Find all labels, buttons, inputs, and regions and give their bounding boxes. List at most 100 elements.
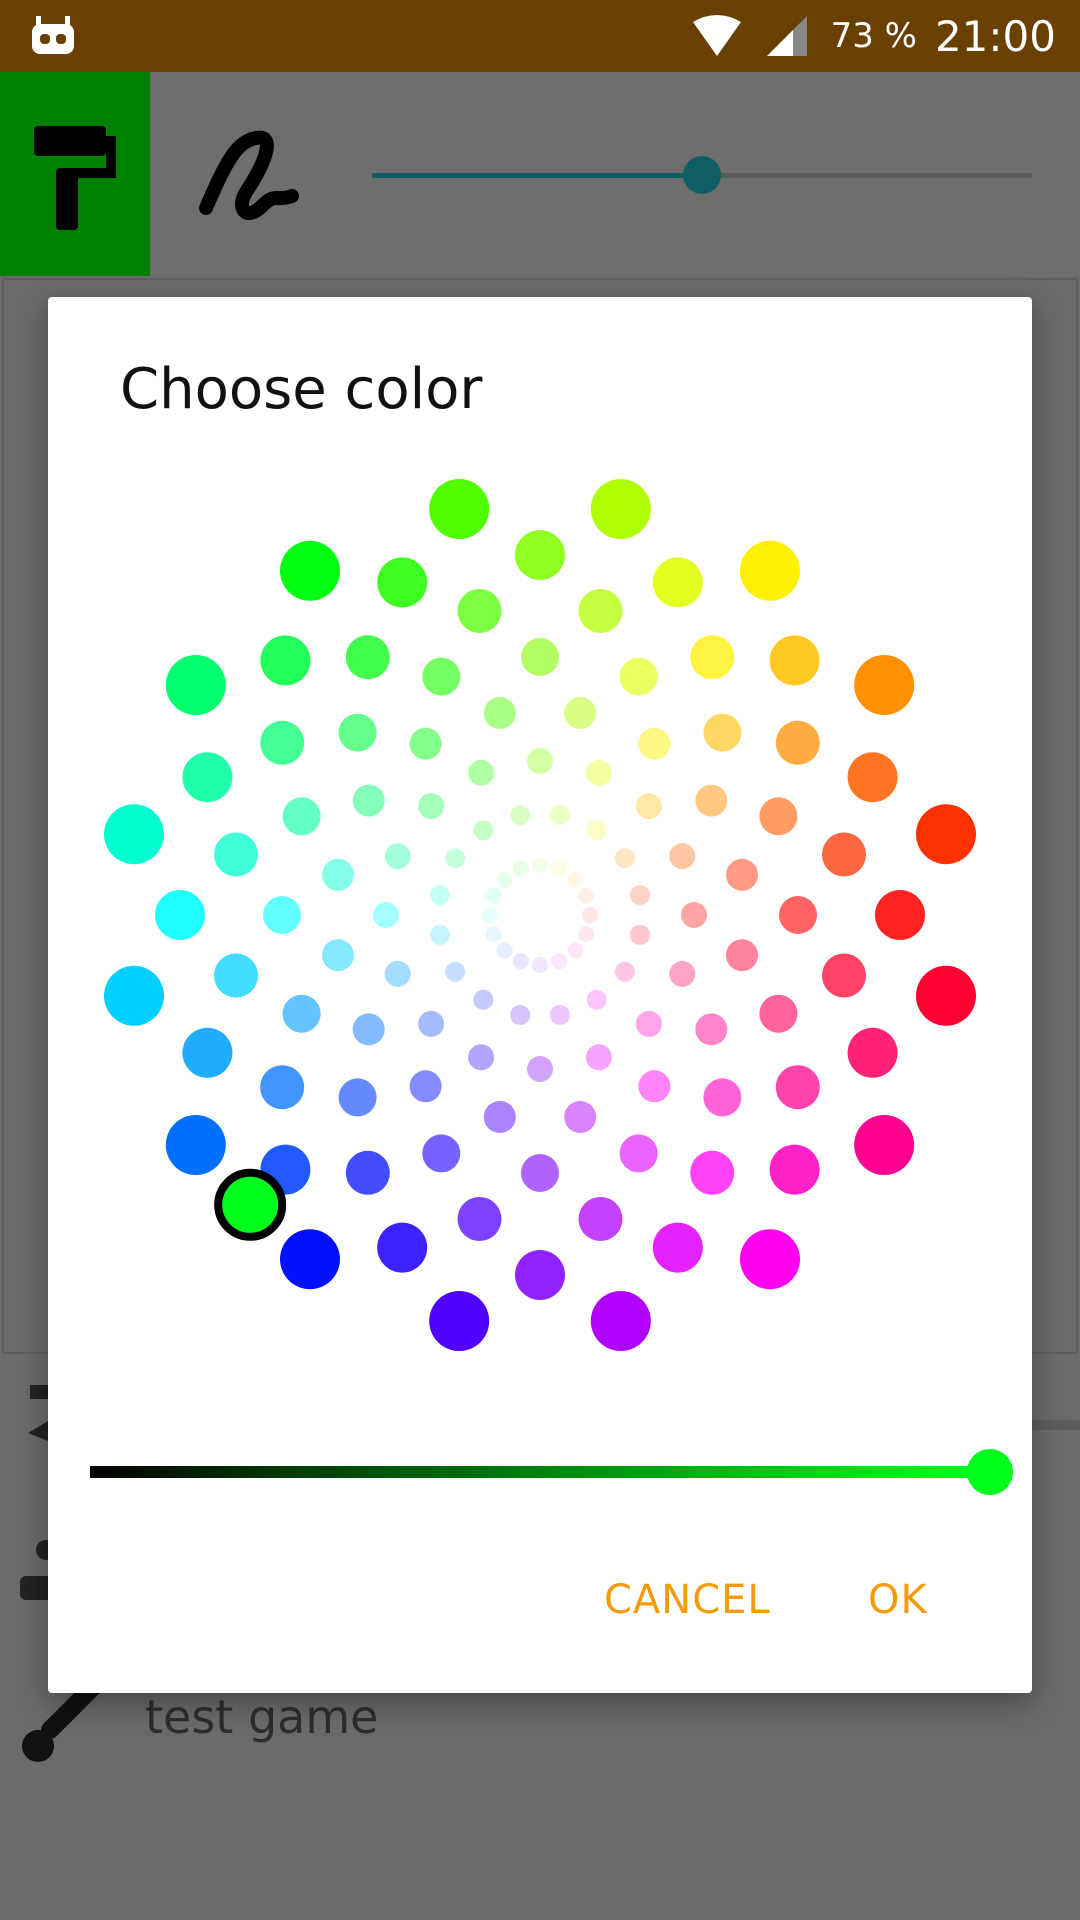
color-swatch[interactable] [578,1197,623,1241]
color-swatch[interactable] [352,1013,385,1046]
color-swatch[interactable] [740,1229,800,1290]
color-swatch[interactable] [418,1010,445,1037]
color-swatch[interactable] [551,860,568,877]
color-swatch[interactable] [473,820,494,841]
color-swatch[interactable] [214,832,258,877]
color-swatch[interactable] [527,1056,553,1082]
color-swatch[interactable] [429,479,490,539]
color-swatch[interactable] [263,896,301,934]
color-swatch[interactable] [473,989,494,1010]
color-swatch[interactable] [496,942,513,959]
squiggle-icon[interactable] [196,122,306,232]
color-swatch[interactable] [155,890,205,940]
color-wheel[interactable] [48,437,1032,1417]
color-swatch[interactable] [384,843,411,870]
color-swatch[interactable] [182,1027,233,1078]
color-swatch[interactable] [521,638,559,676]
color-swatch[interactable] [430,924,450,945]
color-swatch[interactable] [468,1044,495,1071]
color-swatch[interactable] [586,820,607,841]
color-swatch[interactable] [854,1115,915,1175]
color-swatch[interactable] [726,939,758,972]
color-swatch[interactable] [590,479,651,539]
color-swatch[interactable] [681,902,707,928]
color-swatch[interactable] [104,804,164,865]
color-swatch[interactable] [165,1115,226,1175]
ok-button[interactable]: OK [868,1577,928,1623]
color-swatch[interactable] [775,720,820,765]
color-swatch[interactable] [512,860,529,877]
selected-color-swatch[interactable] [214,1168,287,1241]
color-swatch[interactable] [457,589,502,633]
color-swatch[interactable] [916,804,976,865]
stroke-size-thumb[interactable] [683,156,721,194]
color-swatch[interactable] [740,540,800,601]
color-swatch[interactable] [445,848,466,869]
color-swatch[interactable] [619,657,658,696]
color-swatch[interactable] [582,907,598,923]
color-swatch[interactable] [585,759,612,786]
color-swatch[interactable] [322,858,354,891]
brightness-slider-track[interactable] [90,1466,970,1478]
color-swatch[interactable] [567,942,584,959]
color-swatch[interactable] [549,805,570,825]
color-swatch[interactable] [614,961,635,982]
color-swatch[interactable] [690,635,735,680]
color-swatch[interactable] [515,530,565,580]
color-swatch[interactable] [638,1070,671,1103]
color-swatch[interactable] [916,965,976,1026]
color-swatch[interactable] [527,748,553,774]
color-swatch[interactable] [214,953,258,998]
color-swatch[interactable] [822,953,866,998]
color-swatch[interactable] [549,1005,570,1025]
color-swatch[interactable] [614,848,635,869]
color-swatch[interactable] [769,1144,820,1195]
color-swatch[interactable] [726,858,758,891]
color-swatch[interactable] [703,713,742,752]
color-swatch[interactable] [468,759,495,786]
color-swatch[interactable] [532,957,548,973]
color-swatch[interactable] [652,1222,703,1273]
color-swatch[interactable] [345,1150,390,1195]
color-swatch[interactable] [483,1101,516,1133]
color-swatch[interactable] [445,961,466,982]
color-swatch[interactable] [585,1044,612,1071]
color-swatch[interactable] [345,635,390,680]
color-swatch[interactable] [104,965,164,1026]
color-swatch[interactable] [280,540,340,601]
color-swatch[interactable] [551,953,568,970]
color-swatch[interactable] [282,994,321,1033]
color-swatch[interactable] [822,832,866,877]
color-swatch[interactable] [775,1065,820,1110]
color-swatch[interactable] [409,1070,442,1103]
color-swatch[interactable] [512,953,529,970]
paint-tool-button[interactable] [0,72,150,276]
color-swatch[interactable] [532,857,548,873]
color-swatch[interactable] [510,805,531,825]
color-swatch[interactable] [282,797,321,836]
color-swatch[interactable] [515,1250,565,1300]
color-swatch[interactable] [779,896,817,934]
color-swatch[interactable] [690,1150,735,1195]
color-swatch[interactable] [352,784,385,817]
color-swatch[interactable] [430,885,450,906]
color-swatch[interactable] [377,1222,428,1273]
color-swatch[interactable] [854,655,915,715]
color-swatch[interactable] [418,793,445,820]
color-swatch[interactable] [429,1291,490,1351]
color-swatch[interactable] [769,635,820,686]
color-swatch[interactable] [482,907,498,923]
color-swatch[interactable] [564,1101,597,1133]
color-swatch[interactable] [669,960,696,987]
color-swatch[interactable] [578,926,595,943]
color-swatch[interactable] [322,939,354,972]
color-swatch[interactable] [847,752,898,803]
color-swatch[interactable] [377,557,428,608]
color-swatch[interactable] [695,784,728,817]
color-swatch[interactable] [564,697,597,729]
color-swatch[interactable] [496,871,513,888]
color-swatch[interactable] [635,1010,662,1037]
color-swatch[interactable] [422,1134,461,1173]
color-swatch[interactable] [619,1134,658,1173]
color-swatch[interactable] [759,797,798,836]
